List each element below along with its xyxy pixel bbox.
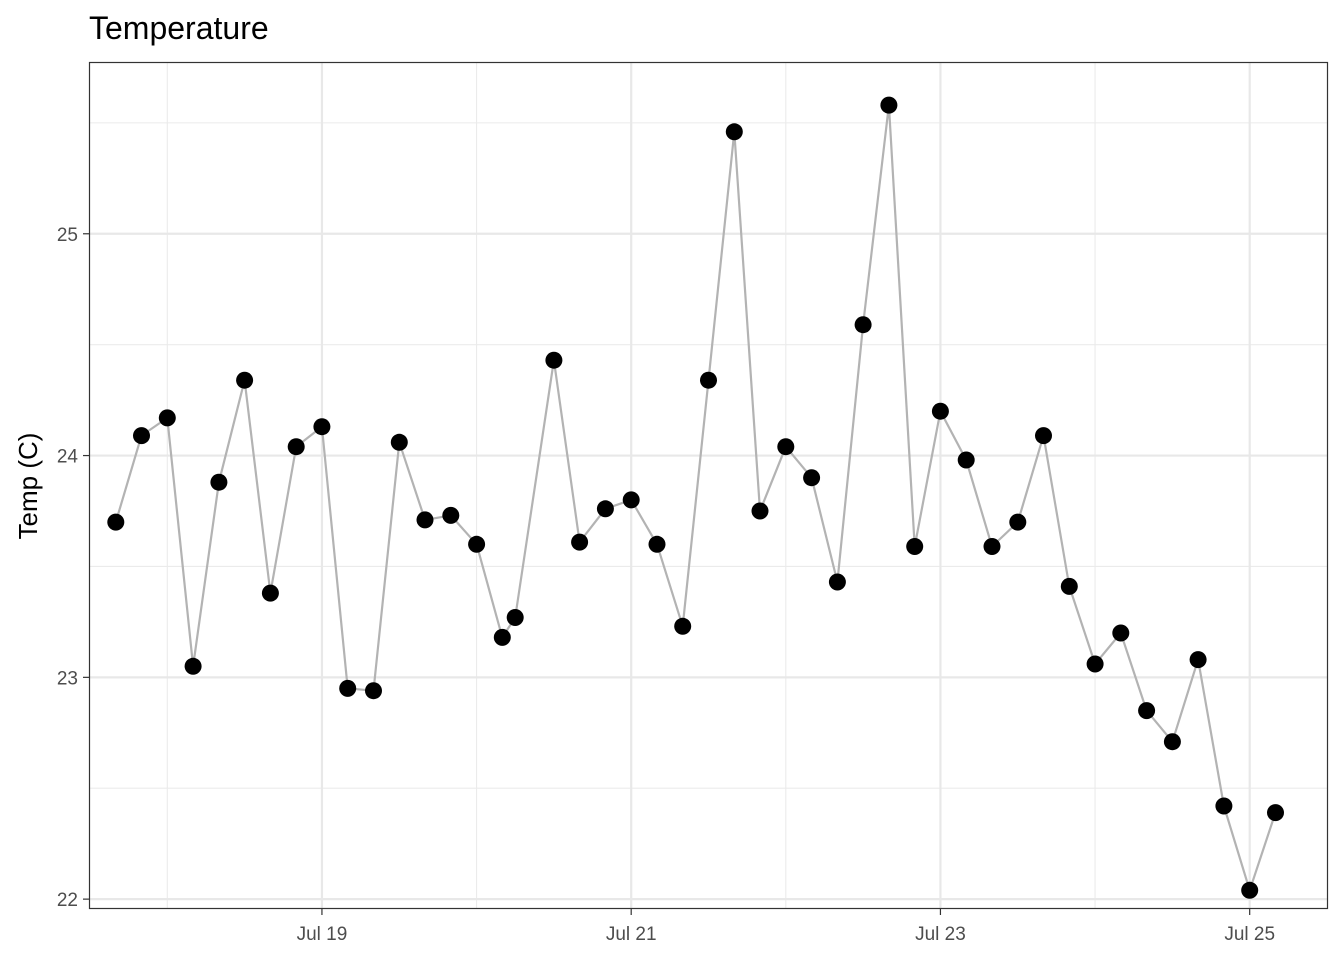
chart-title: Temperature bbox=[89, 10, 269, 46]
y-axis-title: Temp (C) bbox=[13, 433, 43, 540]
data-point bbox=[648, 535, 666, 553]
data-point bbox=[365, 682, 382, 700]
data-point bbox=[725, 123, 743, 141]
data-point bbox=[1163, 733, 1181, 751]
data-point bbox=[416, 511, 434, 529]
data-point bbox=[390, 433, 408, 451]
plot-panel-border bbox=[88, 61, 1329, 910]
y-axis: 22 23 24 25 bbox=[57, 225, 90, 911]
data-point bbox=[1138, 702, 1156, 720]
data-point bbox=[107, 513, 125, 531]
series-points-layer bbox=[107, 96, 1284, 899]
data-point bbox=[339, 679, 357, 697]
data-point bbox=[854, 316, 872, 334]
data-point bbox=[957, 451, 975, 469]
x-tick-label: Jul 19 bbox=[297, 924, 348, 945]
data-point bbox=[700, 371, 717, 389]
data-point bbox=[1241, 881, 1259, 899]
data-point bbox=[261, 584, 279, 602]
x-tick-label: Jul 21 bbox=[606, 924, 657, 945]
x-axis: Jul 19 Jul 21 Jul 23 Jul 25 bbox=[297, 908, 1275, 945]
data-point bbox=[1086, 655, 1104, 673]
data-point bbox=[751, 502, 769, 520]
y-tick-label: 25 bbox=[57, 225, 78, 246]
data-point bbox=[622, 491, 640, 509]
data-point bbox=[545, 351, 563, 369]
data-point bbox=[1215, 797, 1233, 815]
data-point bbox=[906, 538, 924, 555]
series-line-layer bbox=[114, 103, 1277, 892]
data-point bbox=[442, 506, 460, 524]
data-point bbox=[828, 573, 846, 591]
data-point bbox=[1112, 624, 1130, 642]
data-point bbox=[674, 617, 692, 635]
x-tick-label: Jul 23 bbox=[915, 924, 966, 945]
data-point bbox=[596, 500, 614, 518]
data-point bbox=[1267, 804, 1284, 822]
data-point bbox=[777, 438, 795, 456]
data-point bbox=[158, 409, 176, 427]
data-point bbox=[880, 96, 898, 114]
data-point bbox=[803, 469, 821, 487]
data-point bbox=[210, 473, 228, 491]
minor-gridlines bbox=[90, 63, 1327, 908]
data-point bbox=[236, 371, 254, 389]
x-tick-label: Jul 25 bbox=[1224, 924, 1275, 945]
y-tick-label: 22 bbox=[57, 890, 78, 911]
y-tick-label: 24 bbox=[57, 447, 79, 468]
data-point bbox=[493, 628, 511, 646]
data-point bbox=[287, 438, 305, 456]
data-point bbox=[931, 402, 949, 420]
data-point bbox=[133, 427, 150, 445]
data-point bbox=[184, 657, 202, 675]
data-point bbox=[1189, 651, 1207, 669]
y-tick-label: 23 bbox=[57, 668, 78, 689]
series-line bbox=[114, 103, 1277, 892]
data-point bbox=[571, 533, 589, 551]
data-point bbox=[1009, 513, 1027, 531]
data-point bbox=[1035, 427, 1052, 445]
data-point bbox=[1060, 577, 1078, 595]
data-point bbox=[468, 535, 486, 553]
data-point bbox=[506, 609, 524, 626]
data-point bbox=[313, 418, 331, 436]
data-point bbox=[983, 538, 1001, 555]
major-gridlines bbox=[90, 63, 1327, 908]
